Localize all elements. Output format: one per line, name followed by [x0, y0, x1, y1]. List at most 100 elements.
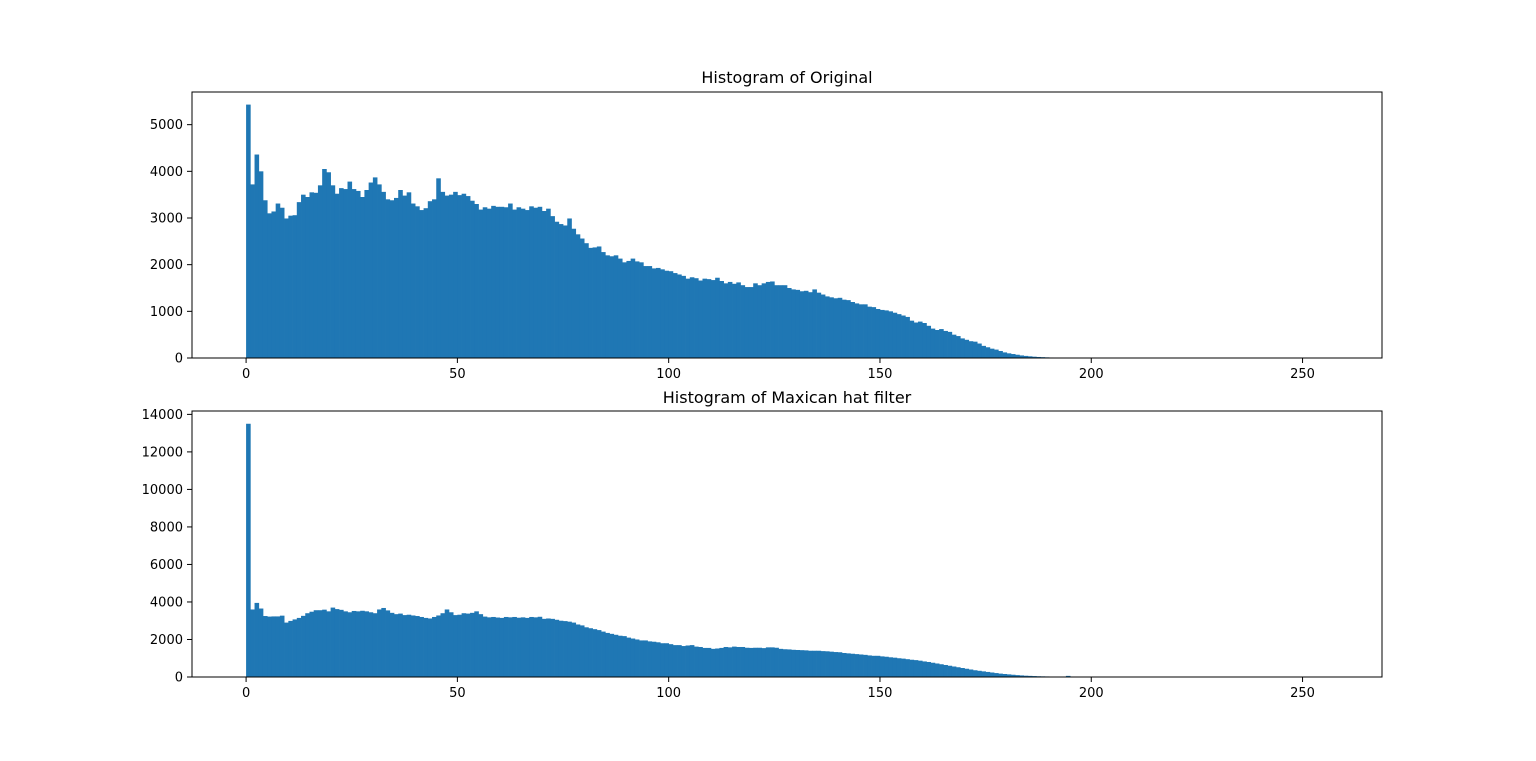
histogram-original-bar — [347, 181, 353, 358]
histogram-mexican-hat-bar — [977, 670, 982, 677]
histogram-original-bar — [918, 321, 923, 358]
histogram-mexican-hat-bar — [567, 621, 572, 677]
histogram-mexican-hat-bar — [491, 616, 496, 677]
histogram-original-bar — [943, 330, 948, 358]
histogram-original-bar — [558, 224, 564, 358]
histogram-mexican-hat-bar — [482, 616, 488, 677]
histogram-mexican-hat-bar — [571, 622, 577, 677]
histogram-original-bar — [664, 270, 670, 358]
histogram-mexican-hat-bar — [605, 632, 610, 677]
histogram-mexican-hat-bars — [246, 423, 1109, 677]
histogram-original-bar — [474, 204, 479, 358]
histogram-original-bar — [685, 278, 691, 358]
histogram-original-bar — [406, 192, 412, 358]
histogram-original-bar — [879, 309, 885, 358]
histogram-original-bar — [689, 277, 695, 358]
histogram-original-bar — [901, 315, 906, 358]
histogram-original-bar — [368, 182, 374, 358]
histogram-original-bar — [1010, 354, 1016, 358]
histogram-original-bar — [284, 218, 289, 358]
histogram-mexican-hat-x-tick-label: 100 — [656, 686, 681, 701]
histogram-mexican-hat-bar — [698, 646, 703, 677]
histogram-mexican-hat-bar — [723, 646, 729, 677]
histogram-mexican-hat-bar — [423, 617, 429, 677]
histogram-original-bar — [795, 289, 801, 358]
histogram-mexican-hat-bar — [322, 609, 327, 677]
histogram-original-bar — [710, 280, 716, 358]
histogram-mexican-hat-bar — [951, 666, 957, 677]
histogram-mexican-hat-title: Histogram of Maxican hat filter — [663, 388, 912, 407]
histogram-original-bar — [465, 196, 471, 358]
histogram-mexican-hat-bar — [520, 617, 526, 677]
histogram-original-bar — [617, 258, 623, 358]
histogram-original-y-tick-label: 4000 — [150, 165, 183, 180]
histogram-mexican-hat-bar — [508, 617, 513, 677]
histogram-mexican-hat-y-ticks: 0 2000 4000 6000 8000 10000 12000 14000 — [142, 408, 192, 686]
histogram-mexican-hat-bar — [1015, 675, 1020, 677]
histogram-original-bar — [381, 191, 386, 358]
histogram-original-bar — [660, 269, 665, 358]
histogram-mexican-hat-bar — [1065, 675, 1071, 677]
histogram-original-bar — [694, 278, 699, 358]
histogram-mexican-hat-x-tick-label: 250 — [1290, 686, 1315, 701]
histogram-mexican-hat-bar — [537, 616, 543, 677]
histogram-original-bar — [516, 207, 522, 358]
histogram-original-bar — [292, 215, 298, 358]
histogram-mexican-hat-bar — [444, 609, 450, 677]
histogram-mexican-hat-bar — [309, 611, 315, 677]
histogram-mexican-hat-bar — [998, 673, 1003, 677]
histogram-original-bar — [541, 211, 547, 358]
histogram-mexican-hat-bar — [334, 609, 340, 677]
histogram-original-bar — [1019, 355, 1024, 358]
histogram-original-bar — [326, 172, 331, 358]
histogram-mexican-hat-bar — [339, 609, 344, 677]
histogram-mexican-hat-bar — [478, 614, 484, 677]
histogram-mexican-hat-bar — [888, 657, 893, 677]
histogram-mexican-hat-bar — [744, 647, 750, 677]
histogram-mexican-hat-bar — [470, 612, 475, 677]
histogram-original-bar — [1006, 353, 1012, 358]
histogram-original-bar — [1032, 356, 1037, 358]
histogram-original-bar — [905, 316, 910, 358]
histogram-mexican-hat-bar — [1019, 675, 1024, 677]
histogram-mexican-hat-bar — [820, 651, 826, 677]
histogram-mexican-hat-bar — [317, 610, 323, 677]
histogram-mexican-hat-bar — [913, 660, 919, 677]
histogram-mexican-hat-bar — [372, 613, 378, 677]
histogram-mexican-hat-bar — [778, 648, 784, 677]
histogram-mexican-hat-y-tick-label: 8000 — [150, 520, 183, 535]
histogram-original-bar — [736, 282, 741, 358]
histogram-original-bar — [989, 348, 995, 358]
histogram-original-bar — [634, 261, 640, 358]
histogram-original-bar — [930, 328, 936, 358]
histogram-mexican-hat-bar — [664, 643, 670, 677]
histogram-mexican-hat-bar — [943, 664, 948, 677]
histogram-original-bar — [377, 184, 382, 358]
histogram-original-bar — [765, 281, 771, 358]
histogram-mexican-hat-bar — [503, 616, 509, 677]
histogram-mexican-hat-bar — [854, 654, 860, 677]
histogram-original-bar — [888, 311, 893, 358]
histogram-original-bar — [605, 255, 610, 358]
histogram-mexican-hat-bar — [558, 620, 564, 677]
histogram-original-bar — [702, 278, 708, 358]
histogram-original-bar — [419, 210, 424, 358]
histogram-mexican-hat-bar — [326, 611, 331, 677]
histogram-original-bar — [672, 273, 678, 358]
histogram-mexican-hat-y-tick-label: 6000 — [150, 558, 183, 573]
histogram-original-bar — [398, 190, 403, 358]
histogram-mexican-hat-bar — [787, 649, 792, 677]
histogram-original-bar — [410, 203, 416, 358]
histogram-mexican-hat-bar — [896, 658, 902, 677]
histogram-original-bar — [668, 271, 674, 358]
histogram-mexican-hat-bar — [651, 641, 657, 677]
histogram-original-bar — [977, 343, 982, 358]
histogram-mexican-hat-bar — [406, 614, 412, 677]
histogram-mexican-hat-bar — [385, 610, 391, 677]
histogram-original-bar — [1002, 352, 1008, 358]
histogram-mexican-hat-bar — [639, 640, 644, 677]
histogram-original-bar — [563, 225, 568, 358]
histogram-original-bar — [1023, 355, 1029, 358]
histogram-mexican-hat-y-tick-label: 12000 — [142, 445, 183, 460]
histogram-original-bar — [939, 329, 944, 358]
